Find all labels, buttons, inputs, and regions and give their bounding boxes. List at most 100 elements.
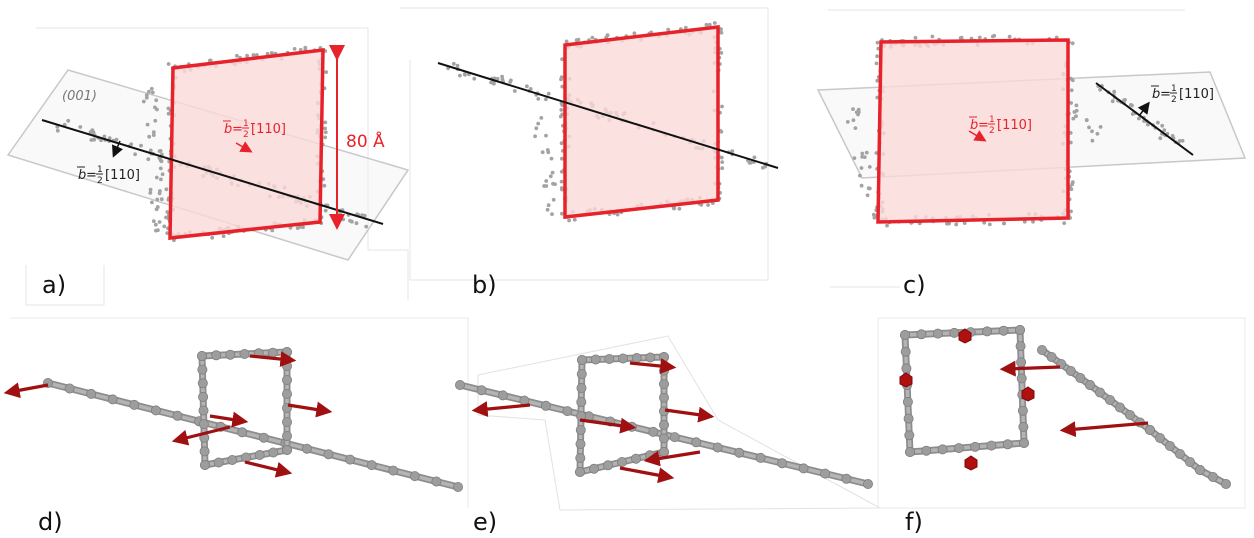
atom	[153, 106, 157, 110]
atom	[860, 152, 864, 156]
atom	[720, 130, 724, 134]
atom	[720, 166, 724, 170]
node	[1145, 425, 1154, 434]
svg-text:=: =	[232, 122, 243, 137]
node	[282, 389, 291, 398]
atom	[56, 129, 60, 133]
node	[1047, 352, 1056, 361]
svg-text:[110]: [110]	[105, 168, 140, 183]
panel-d: d)	[10, 318, 468, 536]
atom	[458, 74, 462, 78]
atom	[577, 38, 581, 42]
dislocation-network-d	[43, 347, 462, 491]
atom	[541, 150, 545, 154]
atom	[364, 225, 368, 229]
node	[269, 448, 278, 457]
node	[901, 347, 910, 356]
atom	[719, 51, 723, 55]
atom	[867, 186, 871, 190]
atom	[546, 150, 550, 154]
node	[904, 414, 913, 423]
node	[477, 386, 486, 395]
node	[659, 393, 668, 402]
node	[922, 446, 931, 455]
atom	[534, 126, 538, 130]
atom	[857, 110, 861, 114]
atom	[854, 126, 858, 130]
atom	[1178, 139, 1182, 143]
atom	[133, 152, 137, 156]
atom	[303, 46, 307, 50]
node	[1003, 440, 1012, 449]
node	[198, 379, 207, 388]
atom	[1137, 117, 1141, 121]
atom	[1096, 132, 1100, 136]
atom	[154, 98, 158, 102]
atom	[753, 156, 757, 160]
atom	[560, 141, 564, 145]
node	[903, 397, 912, 406]
burgers-arrow	[210, 416, 242, 421]
node	[617, 457, 626, 466]
node	[198, 365, 207, 374]
node	[87, 389, 96, 398]
atom	[323, 184, 327, 188]
node	[735, 448, 744, 457]
node	[905, 447, 914, 456]
burgers-marker	[965, 456, 977, 470]
node	[255, 450, 264, 459]
atom	[148, 191, 152, 195]
atom	[542, 184, 546, 188]
atom	[931, 35, 935, 39]
node	[577, 355, 586, 364]
node	[302, 444, 311, 453]
atom	[1090, 129, 1094, 133]
atom	[355, 221, 359, 225]
node	[1175, 449, 1184, 458]
atom	[591, 36, 595, 40]
atom	[1062, 221, 1066, 225]
plane-label: (001)	[62, 89, 97, 104]
panel-e: e)	[455, 336, 880, 536]
node	[1015, 325, 1024, 334]
atom	[550, 157, 554, 161]
node	[659, 352, 668, 361]
atom	[1071, 41, 1075, 45]
atom	[165, 210, 169, 214]
node	[971, 442, 980, 451]
atom	[559, 115, 563, 119]
atom	[560, 180, 564, 184]
atom	[547, 92, 551, 96]
node	[455, 380, 464, 389]
atom	[147, 135, 151, 139]
panel-b: b)	[400, 8, 778, 299]
panel-label-e: e)	[473, 508, 497, 536]
node	[821, 469, 830, 478]
burgers-arrow	[620, 468, 668, 477]
atom	[158, 192, 162, 196]
atom	[547, 203, 551, 207]
atom	[150, 201, 154, 205]
atom	[147, 90, 151, 94]
node	[1076, 373, 1085, 382]
dislocation-loop-b	[565, 27, 718, 217]
node	[900, 330, 909, 339]
burgers-arrow	[478, 405, 530, 410]
atom	[875, 54, 879, 58]
node	[1017, 358, 1026, 367]
svg-text:[110]: [110]	[1179, 87, 1214, 102]
atom	[865, 151, 869, 155]
node	[605, 354, 614, 363]
node	[1221, 479, 1230, 488]
atom	[720, 105, 724, 109]
node	[214, 458, 223, 467]
node	[173, 411, 182, 420]
burgers-vector-red-c: b = 1 2 [̄110]	[969, 115, 1032, 136]
atom	[560, 212, 564, 216]
atom	[324, 209, 328, 213]
atom	[706, 203, 710, 207]
atom	[1129, 103, 1133, 107]
panel-label-c: c)	[903, 271, 926, 299]
panel-label-a: a)	[42, 271, 66, 299]
